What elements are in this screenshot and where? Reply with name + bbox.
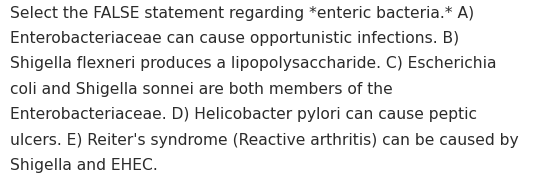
Text: Enterobacteriaceae can cause opportunistic infections. B): Enterobacteriaceae can cause opportunist… — [10, 31, 459, 46]
Text: Shigella flexneri produces a lipopolysaccharide. C) Escherichia: Shigella flexneri produces a lipopolysac… — [10, 56, 497, 71]
Text: ulcers. E) Reiter's syndrome (Reactive arthritis) can be caused by: ulcers. E) Reiter's syndrome (Reactive a… — [10, 133, 519, 148]
Text: Shigella and EHEC.: Shigella and EHEC. — [10, 158, 158, 173]
Text: coli and Shigella sonnei are both members of the: coli and Shigella sonnei are both member… — [10, 82, 393, 97]
Text: Select the FALSE statement regarding *enteric bacteria.* A): Select the FALSE statement regarding *en… — [10, 6, 474, 21]
Text: Enterobacteriaceae. D) Helicobacter pylori can cause peptic: Enterobacteriaceae. D) Helicobacter pylo… — [10, 107, 477, 122]
